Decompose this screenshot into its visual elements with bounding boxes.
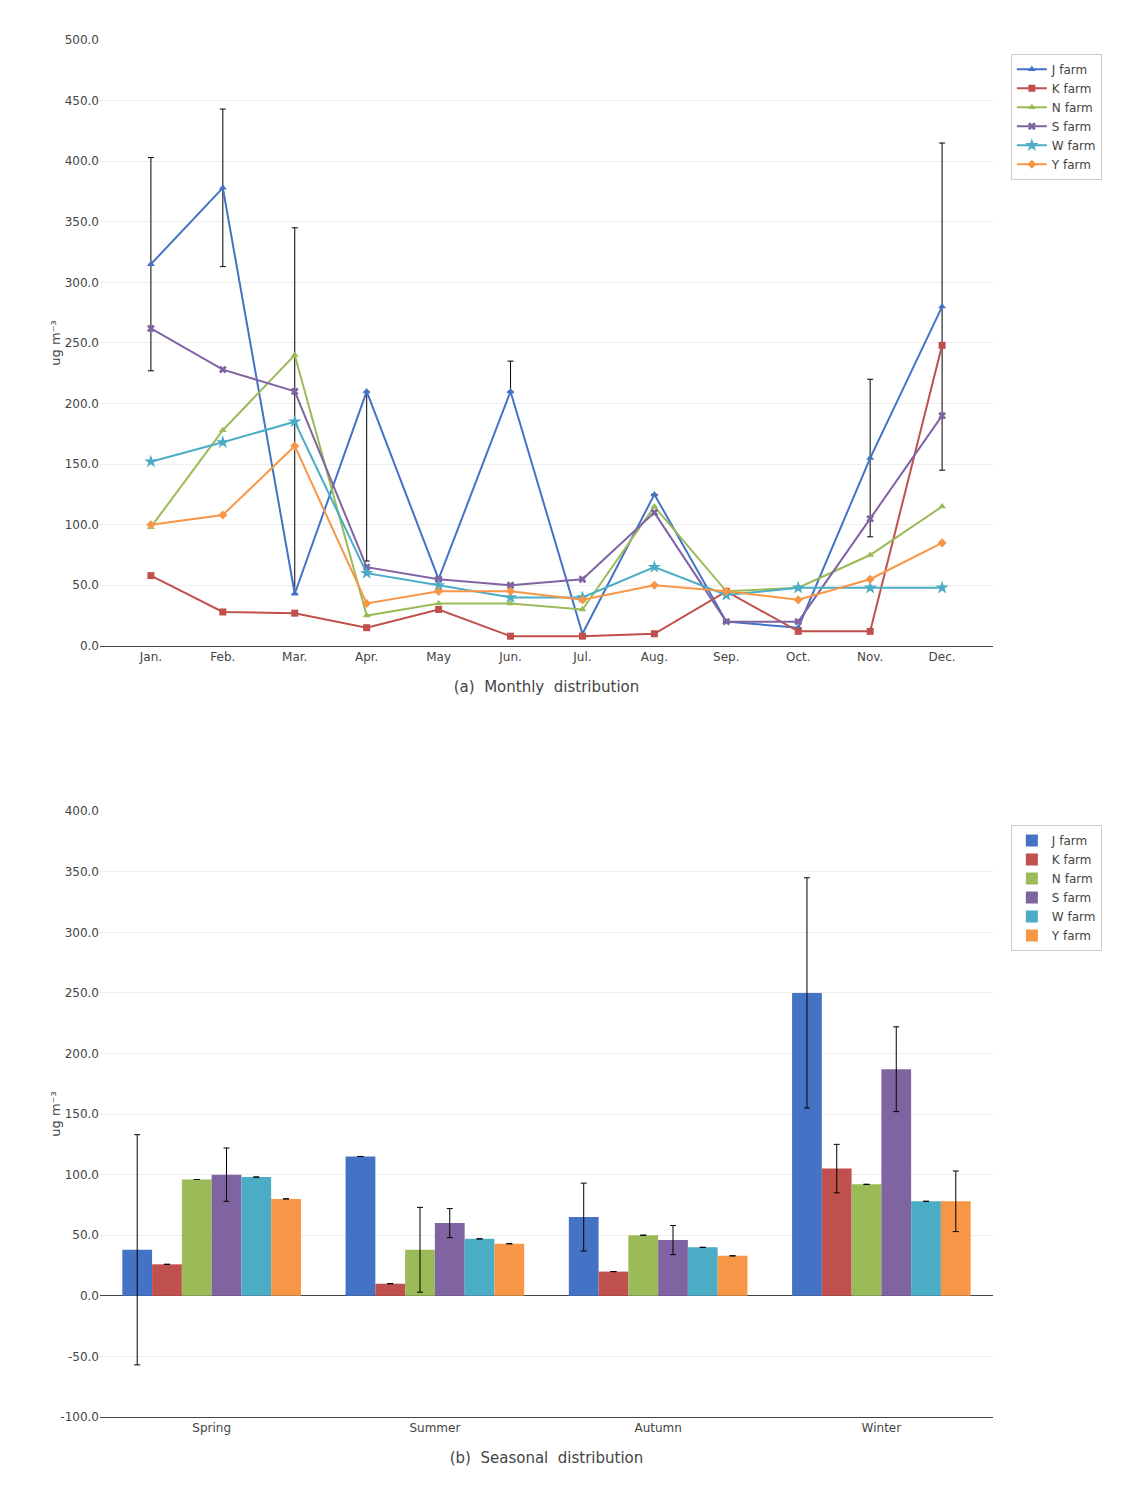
svg-text:50.0: 50.0 (72, 1228, 99, 1242)
svg-text:Jun.: Jun. (498, 650, 522, 664)
svg-text:Apr.: Apr. (355, 650, 378, 664)
svg-text:Spring: Spring (192, 1421, 231, 1435)
svg-text:May: May (426, 650, 451, 664)
svg-text:Aug.: Aug. (641, 650, 668, 664)
svg-text:450.0: 450.0 (65, 94, 99, 108)
svg-text:50.0: 50.0 (72, 578, 99, 592)
svg-text:-100.0: -100.0 (60, 1410, 99, 1424)
svg-text:ug m⁻³: ug m⁻³ (48, 1091, 63, 1136)
svg-text:500.0: 500.0 (65, 33, 99, 47)
svg-text:250.0: 250.0 (65, 336, 99, 350)
svg-text:-50.0: -50.0 (68, 1350, 99, 1364)
svg-text:400.0: 400.0 (65, 804, 99, 818)
svg-text:(b) Seasonal distribution: (b) Seasonal distribution (450, 1449, 644, 1467)
svg-text:250.0: 250.0 (65, 986, 99, 1000)
svg-text:Autumn: Autumn (634, 1421, 681, 1435)
svg-text:N farm: N farm (1052, 101, 1093, 115)
svg-text:150.0: 150.0 (65, 457, 99, 471)
svg-text:Y farm: Y farm (1051, 929, 1091, 943)
svg-text:J farm: J farm (1051, 63, 1087, 77)
svg-text:Jul.: Jul. (572, 650, 591, 664)
svg-text:Mar.: Mar. (282, 650, 307, 664)
svg-text:300.0: 300.0 (65, 276, 99, 290)
svg-text:Y farm: Y farm (1051, 158, 1091, 172)
svg-text:200.0: 200.0 (65, 1047, 99, 1061)
svg-text:150.0: 150.0 (65, 1107, 99, 1121)
svg-text:350.0: 350.0 (65, 865, 99, 879)
svg-text:S farm: S farm (1052, 891, 1091, 905)
svg-text:S farm: S farm (1052, 120, 1091, 134)
svg-text:Winter: Winter (862, 1421, 902, 1435)
svg-text:200.0: 200.0 (65, 397, 99, 411)
svg-text:400.0: 400.0 (65, 154, 99, 168)
svg-text:350.0: 350.0 (65, 215, 99, 229)
svg-text:300.0: 300.0 (65, 926, 99, 940)
svg-text:ug m⁻³: ug m⁻³ (48, 320, 63, 365)
svg-text:W farm: W farm (1052, 139, 1096, 153)
svg-text:Dec.: Dec. (929, 650, 956, 664)
svg-text:0.0: 0.0 (80, 639, 99, 653)
svg-text:Oct.: Oct. (786, 650, 811, 664)
svg-text:W farm: W farm (1052, 910, 1096, 924)
svg-text:Nov.: Nov. (857, 650, 883, 664)
svg-text:Feb.: Feb. (210, 650, 235, 664)
svg-text:Summer: Summer (409, 1421, 460, 1435)
svg-text:J farm: J farm (1051, 834, 1087, 848)
svg-text:K farm: K farm (1052, 82, 1092, 96)
svg-text:N farm: N farm (1052, 872, 1093, 886)
svg-text:Jan.: Jan. (139, 650, 162, 664)
svg-text:100.0: 100.0 (65, 518, 99, 532)
svg-text:0.0: 0.0 (80, 1289, 99, 1303)
svg-text:100.0: 100.0 (65, 1168, 99, 1182)
svg-text:K farm: K farm (1052, 853, 1092, 867)
svg-text:Sep.: Sep. (713, 650, 739, 664)
svg-text:(a) Monthly distribution: (a) Monthly distribution (454, 678, 640, 696)
